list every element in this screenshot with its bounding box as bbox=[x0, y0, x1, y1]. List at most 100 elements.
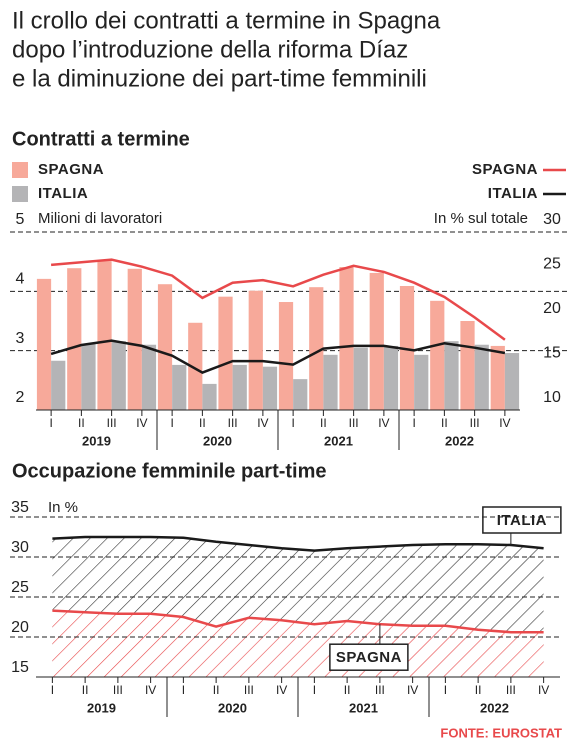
x-tick-label: III bbox=[349, 416, 359, 430]
chart-contratti: 2 3 4 5 10 15 20 25 30 Milioni di lavoratori In % … bbox=[10, 161, 568, 450]
x-tick-label: III bbox=[107, 416, 117, 430]
year-label: 2022 bbox=[445, 433, 474, 448]
year-label: 2020 bbox=[203, 433, 232, 448]
bar bbox=[36, 278, 52, 410]
y2-axis-label: In % sul totale bbox=[434, 210, 528, 227]
bar bbox=[262, 366, 278, 410]
x-tick-label: II bbox=[78, 416, 85, 430]
bar bbox=[460, 321, 475, 410]
bar bbox=[141, 344, 157, 410]
y-tick-label: 20 bbox=[11, 619, 29, 636]
x-tick-label: IV bbox=[538, 683, 549, 697]
bar bbox=[157, 284, 173, 410]
legend-label: SPAGNA bbox=[38, 161, 104, 178]
y-axis-label: Milioni di lavoratori bbox=[38, 210, 162, 227]
x-tick-label: I bbox=[412, 416, 415, 430]
bar bbox=[51, 360, 66, 410]
bar bbox=[188, 322, 203, 410]
bar bbox=[504, 353, 520, 410]
x-tick-label: II bbox=[441, 416, 448, 430]
x-tick-label: III bbox=[375, 683, 385, 697]
y2-tick-label: 25 bbox=[543, 256, 561, 273]
bar bbox=[323, 354, 338, 410]
x-tick-label: I bbox=[444, 683, 447, 697]
bar bbox=[490, 345, 505, 410]
legend-label: ITALIA bbox=[488, 185, 538, 202]
legend-label: ITALIA bbox=[38, 185, 88, 202]
headline: Il crollo dei contratti a termine in Spa… bbox=[12, 7, 441, 34]
bar bbox=[369, 272, 384, 410]
bar bbox=[399, 285, 415, 410]
line bbox=[50, 258, 506, 341]
x-tick-label: IV bbox=[499, 416, 510, 430]
year-label: 2020 bbox=[218, 700, 247, 715]
bar bbox=[430, 300, 445, 410]
x-tick-label: II bbox=[320, 416, 327, 430]
x-tick-label: I bbox=[51, 683, 54, 697]
y2-tick-label: 10 bbox=[543, 389, 561, 406]
bar bbox=[248, 290, 263, 410]
bar bbox=[127, 268, 142, 410]
year-label: 2019 bbox=[87, 700, 116, 715]
y2-tick-label: 30 bbox=[543, 211, 561, 228]
x-tick-label: I bbox=[170, 416, 173, 430]
y-tick-label: 4 bbox=[16, 271, 25, 288]
source: FONTE: EUROSTAT bbox=[440, 725, 562, 740]
headline: dopo l’introduzione della riforma Díaz bbox=[12, 36, 408, 63]
x-tick-label: IV bbox=[145, 683, 156, 697]
x-tick-label: I bbox=[313, 683, 316, 697]
x-tick-label: IV bbox=[136, 416, 147, 430]
y-tick-label: 30 bbox=[11, 539, 29, 556]
bar bbox=[293, 379, 308, 410]
y-tick-label: 5 bbox=[16, 211, 25, 228]
x-tick-label: I bbox=[49, 416, 52, 430]
year-label: 2021 bbox=[324, 433, 353, 448]
bar bbox=[474, 344, 489, 410]
bar bbox=[172, 364, 187, 410]
bar bbox=[383, 345, 399, 410]
y-tick-label: 35 bbox=[11, 499, 29, 516]
annotation-box bbox=[329, 643, 409, 671]
bar bbox=[444, 341, 459, 410]
x-tick-label: III bbox=[113, 683, 123, 697]
bar bbox=[97, 261, 112, 410]
legend-swatch bbox=[12, 162, 28, 178]
x-tick-label: III bbox=[228, 416, 238, 430]
bar bbox=[339, 267, 354, 410]
year-label: 2021 bbox=[349, 700, 378, 715]
bar bbox=[67, 268, 82, 410]
y-tick-label: 3 bbox=[16, 330, 25, 347]
legend-swatch bbox=[12, 186, 28, 202]
x-tick-label: III bbox=[506, 683, 516, 697]
annotation: SPAGNA bbox=[336, 649, 402, 666]
x-tick-label: III bbox=[244, 683, 254, 697]
bar bbox=[278, 302, 294, 410]
x-tick-label: III bbox=[470, 416, 480, 430]
y2-tick-label: 15 bbox=[543, 345, 561, 362]
y-tick-label: 25 bbox=[11, 579, 29, 596]
x-tick-label: IV bbox=[276, 683, 287, 697]
bar bbox=[202, 383, 217, 410]
x-tick-label: II bbox=[82, 683, 89, 697]
bar bbox=[232, 364, 247, 410]
x-tick-label: II bbox=[475, 683, 482, 697]
legend-label: SPAGNA bbox=[472, 161, 538, 178]
x-tick-label: II bbox=[199, 416, 206, 430]
annotation-box bbox=[482, 506, 562, 534]
x-tick-label: II bbox=[213, 683, 220, 697]
bar bbox=[353, 347, 368, 410]
bar bbox=[218, 296, 233, 410]
y2-tick-label: 20 bbox=[543, 300, 561, 317]
line bbox=[52, 535, 544, 552]
area bbox=[52, 610, 544, 677]
bar bbox=[414, 354, 429, 410]
y-axis-label: In % bbox=[48, 499, 78, 516]
chart-title: Occupazione femminile part-time bbox=[12, 460, 327, 482]
y-tick-label: 15 bbox=[11, 659, 29, 676]
x-tick-label: II bbox=[344, 683, 351, 697]
bar bbox=[309, 287, 324, 410]
year-label: 2019 bbox=[82, 433, 111, 448]
line bbox=[52, 609, 544, 634]
annotation: ITALIA bbox=[497, 512, 547, 529]
